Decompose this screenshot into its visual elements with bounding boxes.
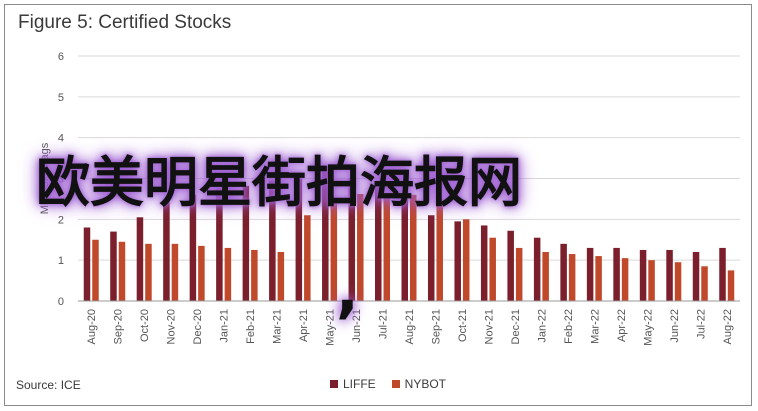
bar-nybot-mar-22 [595, 256, 602, 301]
bar-liffe-aug-20 [83, 227, 91, 301]
x-tick-label: Apr-22 [616, 309, 628, 342]
bar-liffe-nov-20 [163, 200, 170, 301]
watermark-overlay-text: 欧美明星街拍海报网 [36, 151, 522, 214]
bar-liffe-aug-22 [719, 247, 726, 301]
y-axis-label: Mln 60kg bags [39, 142, 51, 214]
bar-liffe-oct-20 [136, 217, 144, 301]
legend-label-nybot: NYBOT [404, 377, 447, 391]
bar-nybot-jan-21 [224, 247, 232, 301]
bar-nybot-aug-22 [727, 270, 735, 301]
chart-title: Figure 5: Certified Stocks [18, 12, 232, 33]
legend-label-liffe: LIFFE [343, 377, 376, 391]
bar-nybot-jun-22 [674, 262, 682, 301]
bar-nybot-jul-22 [701, 266, 708, 301]
y-tick-label: 6 [58, 51, 64, 63]
x-tick-label: Jan-21 [219, 309, 231, 343]
bar-liffe-oct-21 [454, 221, 461, 301]
x-tick-label: Jun-22 [669, 309, 681, 343]
bar-liffe-dec-21 [507, 230, 514, 301]
watermark-overlay-comma: , [336, 256, 359, 326]
bar-nybot-feb-22 [568, 254, 576, 301]
y-tick-label: 2 [58, 214, 64, 226]
bar-nybot-jan-22 [542, 252, 549, 301]
bar-liffe-jun-22 [666, 249, 673, 301]
x-tick-label: Dec-20 [192, 309, 204, 344]
bar-nybot-apr-21 [304, 215, 311, 301]
x-tick-label: Oct-21 [457, 309, 469, 342]
bar-nybot-aug-21 [410, 194, 417, 301]
y-tick-label: 3 [58, 174, 64, 186]
bar-liffe-may-21 [322, 166, 329, 301]
x-tick-label: Apr-21 [298, 309, 310, 342]
x-tick-label: May-21 [325, 309, 337, 346]
bar-liffe-jul-21 [375, 185, 382, 301]
bar-liffe-jan-22 [533, 237, 541, 301]
bar-liffe-feb-22 [560, 243, 567, 301]
x-tick-label: Jul-22 [695, 309, 707, 339]
bar-nybot-mar-21 [277, 252, 285, 301]
bar-nybot-jul-21 [383, 194, 391, 301]
x-tick-label: Feb-22 [563, 309, 575, 344]
bar-nybot-aug-20 [92, 239, 99, 301]
bar-liffe-mar-21 [269, 180, 276, 301]
y-tick-label: 0 [58, 296, 64, 308]
x-tick-label: Aug-20 [86, 309, 98, 344]
bar-nybot-may-21 [330, 203, 338, 301]
bar-nybot-oct-20 [145, 243, 152, 301]
bar-nybot-sep-21 [436, 198, 443, 301]
bar-liffe-jul-22 [692, 252, 700, 301]
x-tick-label: May-22 [642, 309, 654, 346]
x-tick-label: Nov-20 [166, 309, 178, 344]
bar-nybot-nov-21 [489, 237, 496, 301]
legend-swatch-liffe [330, 380, 338, 388]
x-tick-label: Jul-21 [378, 309, 390, 339]
bar-nybot-dec-20 [198, 245, 205, 301]
legend-item-liffe: LIFFE [330, 377, 376, 391]
legend-swatch-nybot [391, 380, 400, 388]
x-tick-label: Jan-22 [536, 309, 548, 343]
x-tick-label: Dec-21 [510, 309, 522, 344]
source-note: Source: ICE [16, 378, 81, 392]
bar-liffe-mar-22 [586, 247, 594, 301]
bar-liffe-nov-21 [480, 225, 488, 301]
bar-liffe-feb-21 [242, 185, 250, 301]
x-tick-label: Jun-21 [351, 309, 363, 343]
legend-item-nybot: NYBOT [391, 377, 447, 391]
x-tick-label: Aug-21 [404, 309, 416, 344]
bar-liffe-may-22 [639, 249, 647, 301]
bar-liffe-sep-20 [110, 231, 117, 301]
bar-liffe-dec-20 [189, 194, 197, 301]
bar-nybot-jun-21 [357, 194, 364, 301]
x-tick-label: Mar-21 [272, 309, 284, 344]
bar-nybot-may-22 [648, 260, 655, 301]
x-tick-label: Aug-22 [722, 309, 734, 344]
x-tick-label: Sep-21 [430, 309, 442, 344]
x-tick-label: Nov-21 [483, 309, 495, 344]
bar-nybot-nov-20 [171, 243, 179, 301]
x-tick-label: Sep-20 [113, 309, 125, 344]
x-tick-label: Mar-22 [589, 309, 601, 344]
bar-nybot-oct-21 [462, 219, 470, 301]
bar-liffe-apr-21 [295, 178, 303, 301]
bar-nybot-sep-20 [118, 241, 126, 301]
bar-liffe-aug-21 [401, 194, 408, 301]
bar-liffe-sep-21 [427, 215, 435, 301]
bar-liffe-jan-21 [216, 188, 223, 301]
bar-liffe-apr-22 [613, 247, 620, 301]
legend: LIFFE NYBOT [330, 377, 446, 391]
bar-nybot-apr-22 [621, 258, 629, 301]
x-tick-label: Oct-20 [139, 309, 151, 342]
y-tick-label: 5 [58, 92, 64, 104]
bar-nybot-dec-21 [515, 247, 523, 301]
bar-liffe-jun-21 [348, 178, 356, 301]
x-tick-label: Feb-21 [245, 309, 257, 344]
y-tick-label: 4 [58, 133, 64, 145]
y-tick-label: 1 [58, 255, 64, 267]
bar-nybot-feb-21 [251, 249, 258, 301]
